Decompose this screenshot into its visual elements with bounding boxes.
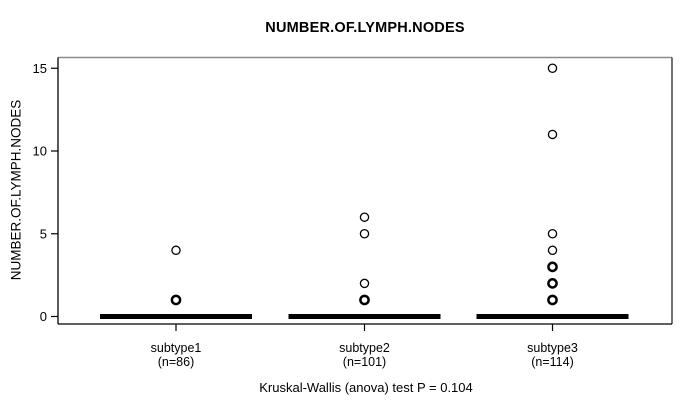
y-axis-tick-label: 10 xyxy=(33,144,47,159)
outlier-point xyxy=(359,212,370,222)
outlier-point xyxy=(359,278,370,289)
outlier-point xyxy=(547,261,558,273)
outlier-point xyxy=(171,245,181,256)
x-axis-group-label: subtype3 xyxy=(527,341,578,355)
x-axis-group-count: (n=114) xyxy=(531,355,574,369)
outlier-point xyxy=(359,228,370,239)
footnote-caption: Kruskal-Wallis (anova) test P = 0.104 xyxy=(259,380,473,395)
outlier-point xyxy=(547,228,558,239)
y-axis-tick-label: 5 xyxy=(40,226,47,241)
outlier-point xyxy=(547,63,558,74)
x-axis-group-count: (n=86) xyxy=(158,355,194,369)
x-axis-group-label: subtype2 xyxy=(339,341,390,355)
outlier-point xyxy=(547,294,558,306)
x-axis-group-label: subtype1 xyxy=(151,341,202,355)
chart-title: NUMBER.OF.LYMPH.NODES xyxy=(265,20,465,36)
outlier-point xyxy=(547,245,558,256)
outlier-point xyxy=(547,129,558,140)
outlier-point xyxy=(170,294,182,306)
outlier-point xyxy=(359,294,370,306)
x-axis-group-count: (n=101) xyxy=(343,355,386,369)
outlier-point xyxy=(547,278,558,289)
y-axis-tick-label: 15 xyxy=(33,61,47,76)
y-axis-tick-label: 0 xyxy=(40,309,47,324)
